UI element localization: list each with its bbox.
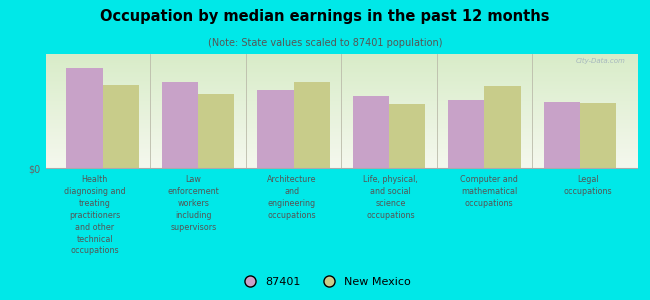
Bar <box>66 68 103 168</box>
Text: Computer and
mathematical
occupations: Computer and mathematical occupations <box>460 176 518 208</box>
Legend: 87401, New Mexico: 87401, New Mexico <box>235 273 415 291</box>
Bar <box>389 104 425 168</box>
Text: (Note: State values scaled to 87401 population): (Note: State values scaled to 87401 popu… <box>208 38 442 47</box>
Bar <box>257 91 294 168</box>
Bar <box>448 100 484 168</box>
Bar <box>353 96 389 168</box>
Bar <box>543 102 580 168</box>
Bar <box>198 94 235 168</box>
Bar <box>580 103 616 168</box>
Bar <box>103 85 139 168</box>
Text: Life, physical,
and social
science
occupations: Life, physical, and social science occup… <box>363 176 418 220</box>
Text: City-Data.com: City-Data.com <box>575 57 625 64</box>
Text: Legal
occupations: Legal occupations <box>564 176 612 196</box>
Bar <box>484 86 521 168</box>
Text: Occupation by median earnings in the past 12 months: Occupation by median earnings in the pas… <box>100 9 550 24</box>
Text: Law
enforcement
workers
including
supervisors: Law enforcement workers including superv… <box>168 176 219 232</box>
Bar <box>294 82 330 168</box>
Bar <box>162 82 198 168</box>
Text: Health
diagnosing and
treating
practitioners
and other
technical
occupations: Health diagnosing and treating practitio… <box>64 176 125 255</box>
Text: Architecture
and
engineering
occupations: Architecture and engineering occupations <box>267 176 317 220</box>
